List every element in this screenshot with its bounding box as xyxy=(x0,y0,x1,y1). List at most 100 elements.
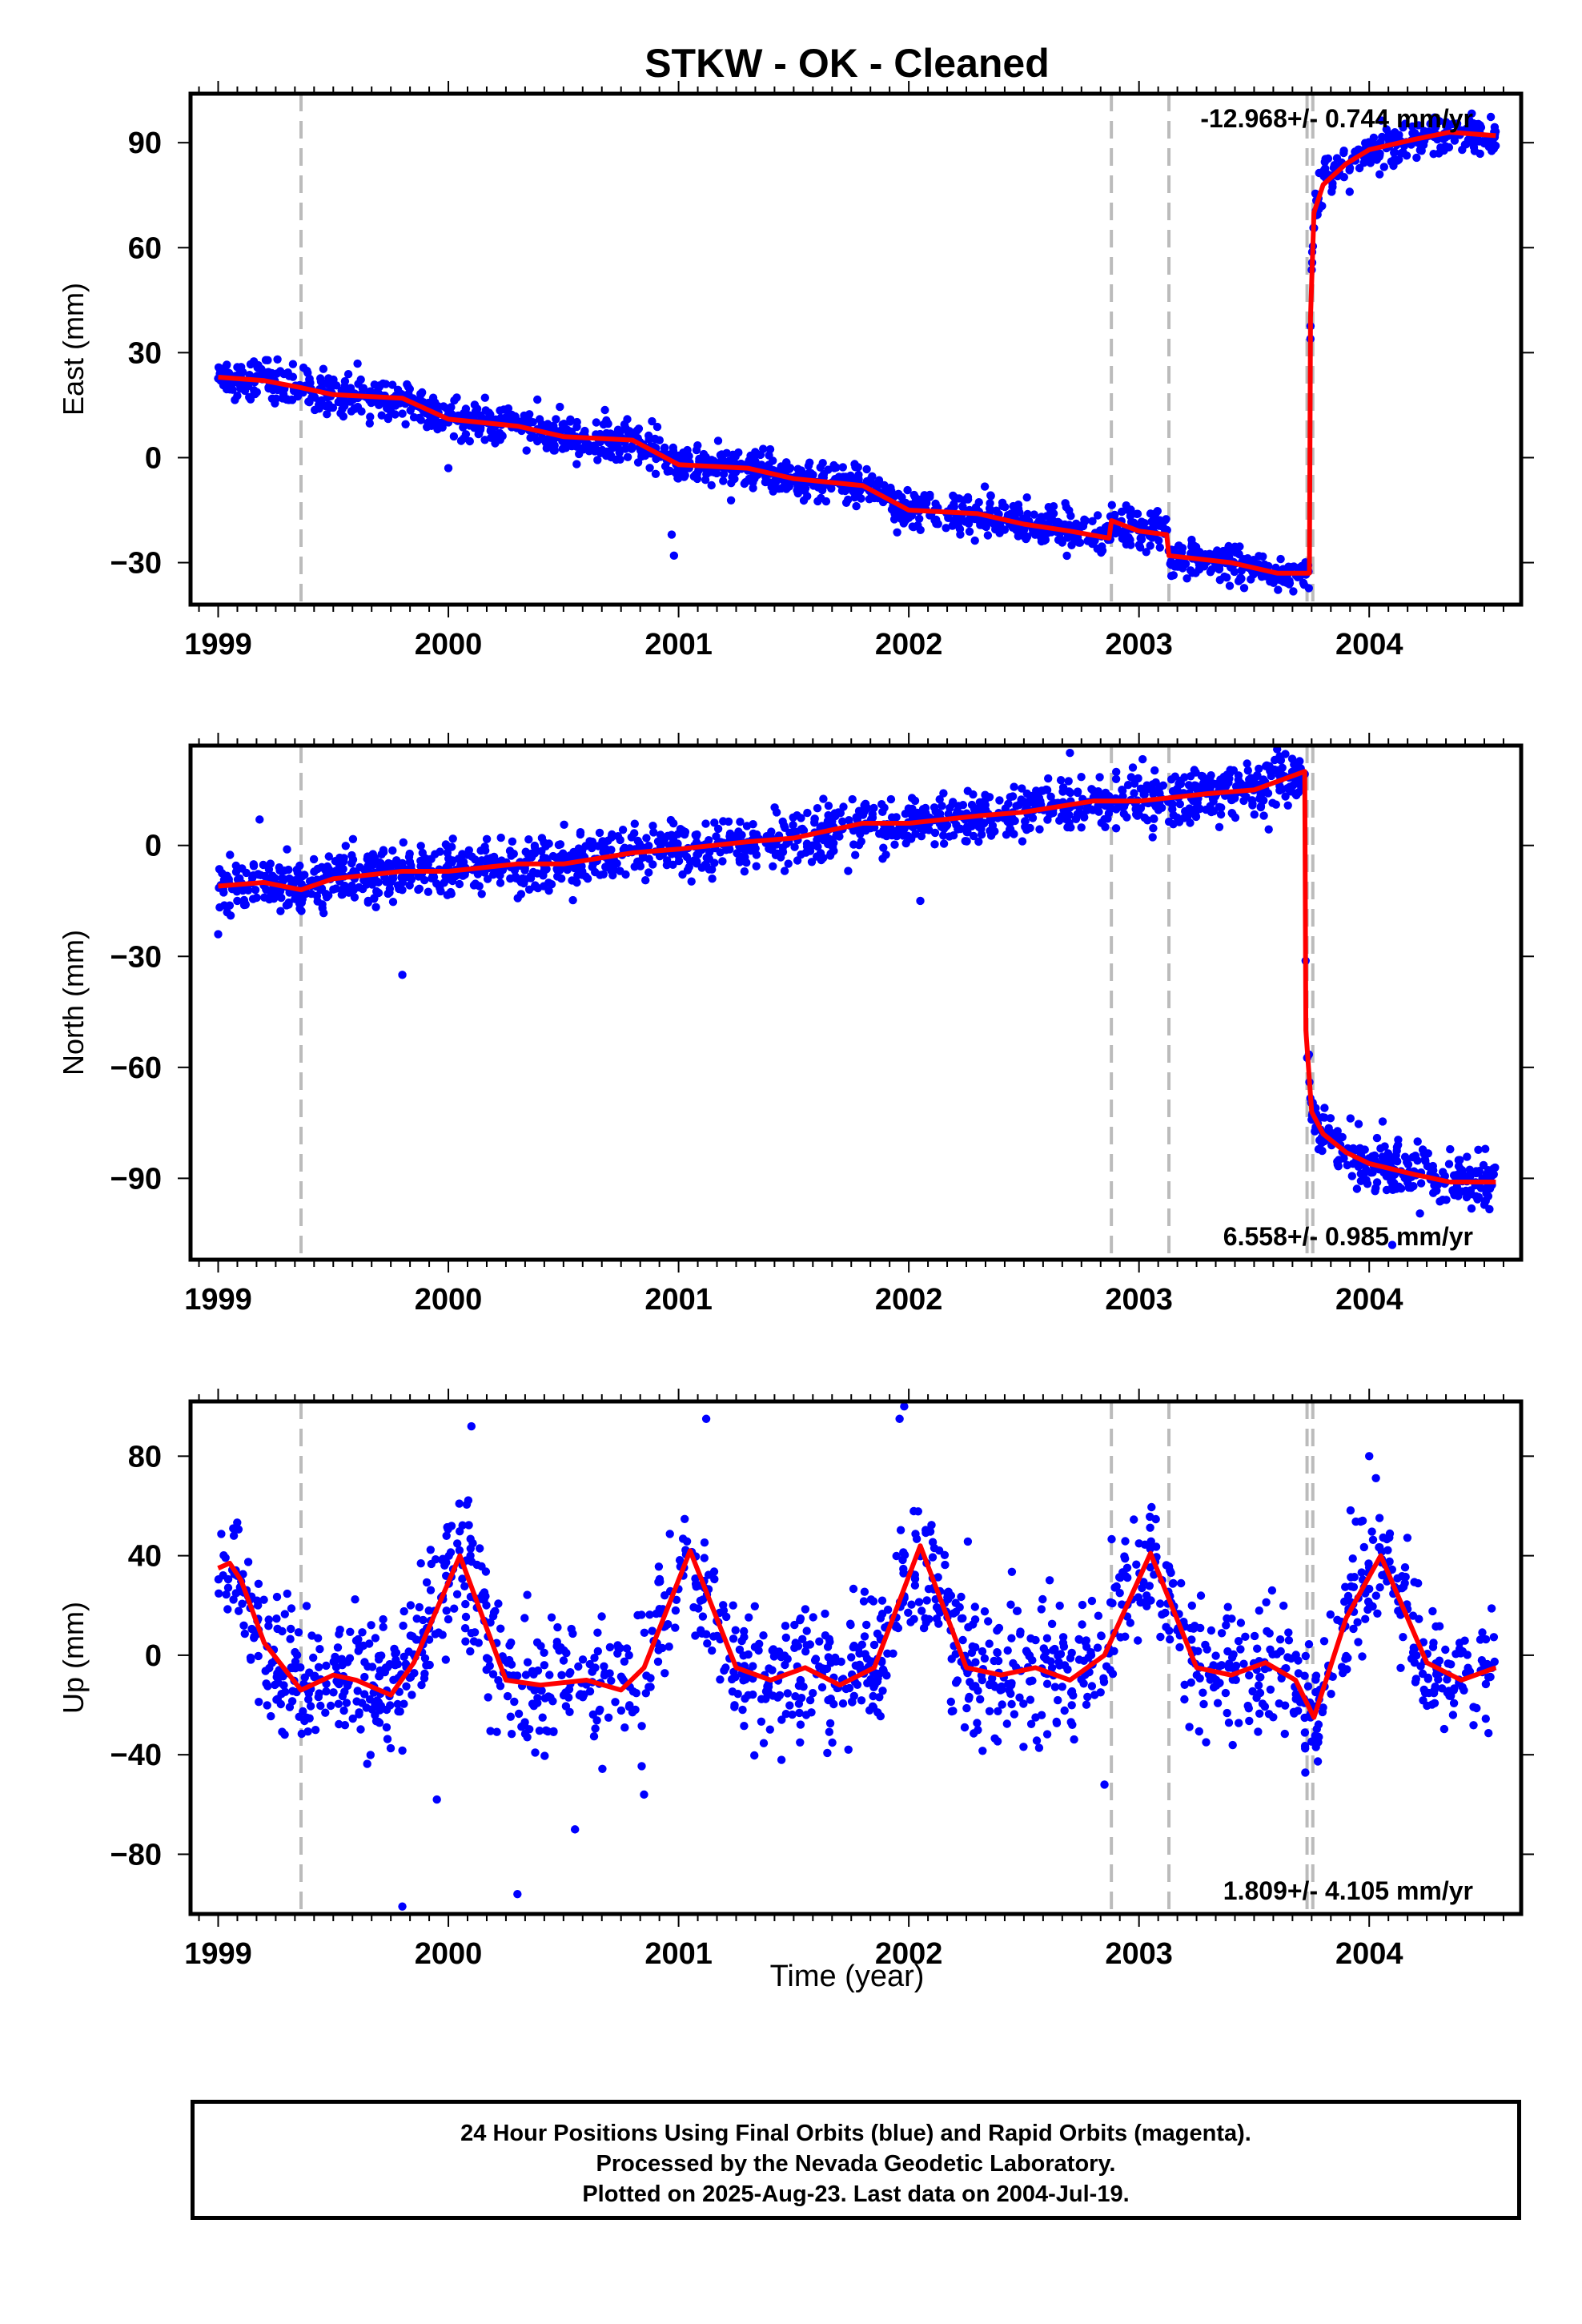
data-point xyxy=(1283,801,1292,810)
data-point xyxy=(1364,1559,1373,1568)
data-point xyxy=(1250,810,1259,819)
data-point xyxy=(492,1727,501,1736)
data-point xyxy=(757,1695,766,1703)
data-point xyxy=(309,854,319,864)
data-point xyxy=(1484,1729,1493,1738)
data-point xyxy=(844,866,853,875)
data-point xyxy=(1430,113,1439,122)
data-point xyxy=(398,858,407,868)
data-point xyxy=(1078,521,1088,531)
data-point xyxy=(370,895,379,903)
data-point xyxy=(852,501,861,511)
data-point xyxy=(513,894,522,903)
data-point xyxy=(1135,543,1145,552)
data-point xyxy=(1269,1713,1278,1722)
data-point xyxy=(965,515,974,524)
data-point xyxy=(1146,1537,1155,1546)
x-tick-label: 2002 xyxy=(875,628,943,661)
data-point xyxy=(438,423,447,432)
data-point xyxy=(1408,1611,1418,1620)
data-point xyxy=(1154,536,1163,545)
data-point xyxy=(1134,1593,1143,1602)
data-point xyxy=(1195,1727,1204,1736)
data-point xyxy=(1320,1104,1329,1112)
data-point xyxy=(775,1691,785,1700)
data-point xyxy=(348,1714,357,1723)
data-point xyxy=(781,1710,790,1719)
data-point xyxy=(737,1636,746,1646)
data-point xyxy=(585,837,594,846)
data-point xyxy=(1234,1637,1243,1646)
data-point xyxy=(307,1631,316,1640)
data-point xyxy=(1010,1710,1019,1719)
data-point xyxy=(431,850,440,858)
data-point xyxy=(667,830,676,839)
data-point xyxy=(1271,766,1281,775)
data-point xyxy=(930,840,939,849)
data-point xyxy=(533,395,542,404)
data-point xyxy=(901,516,910,525)
data-point xyxy=(262,1679,271,1688)
data-point xyxy=(1115,1589,1124,1598)
data-point xyxy=(839,472,848,481)
data-point xyxy=(377,411,386,420)
data-point xyxy=(259,1595,268,1604)
data-point xyxy=(939,789,948,798)
data-point xyxy=(655,436,664,444)
data-point xyxy=(824,816,833,826)
data-point xyxy=(350,404,359,413)
data-point xyxy=(761,477,770,487)
data-point xyxy=(790,1620,799,1630)
data-point xyxy=(1346,1114,1355,1123)
data-point xyxy=(589,1732,599,1741)
data-point xyxy=(405,849,414,858)
data-point xyxy=(568,895,577,905)
data-point xyxy=(827,484,836,493)
data-point xyxy=(1487,1604,1496,1613)
data-point xyxy=(1112,767,1121,777)
data-point xyxy=(1403,1157,1411,1167)
data-point xyxy=(713,436,723,445)
data-point xyxy=(563,865,572,875)
data-point xyxy=(1121,1537,1130,1546)
data-point xyxy=(1093,511,1102,520)
data-point xyxy=(819,794,828,803)
data-point xyxy=(470,423,479,432)
data-point xyxy=(965,527,974,536)
data-point xyxy=(890,840,899,849)
data-point xyxy=(1436,143,1445,152)
data-point xyxy=(480,393,489,402)
data-point xyxy=(1356,1517,1365,1526)
data-point xyxy=(977,830,986,839)
data-point xyxy=(442,404,451,412)
data-point xyxy=(1133,811,1142,820)
data-point xyxy=(395,884,404,894)
data-point xyxy=(1319,171,1328,181)
data-point xyxy=(1063,822,1072,832)
data-point xyxy=(450,1604,459,1613)
data-point xyxy=(238,1599,247,1608)
data-point xyxy=(272,1592,282,1602)
data-point xyxy=(986,499,994,508)
data-point xyxy=(1180,1680,1189,1689)
data-point xyxy=(343,370,353,379)
data-point xyxy=(736,817,745,826)
data-point xyxy=(1354,1120,1363,1128)
data-point xyxy=(521,847,530,856)
data-point xyxy=(358,1628,367,1637)
data-point xyxy=(849,1691,859,1700)
data-point xyxy=(484,1655,493,1664)
data-point xyxy=(880,803,889,812)
data-point xyxy=(476,1544,484,1553)
data-point xyxy=(342,1699,351,1707)
data-point xyxy=(1146,1523,1154,1532)
data-point xyxy=(1404,1183,1413,1192)
data-point xyxy=(1439,1168,1447,1176)
data-point xyxy=(887,505,897,514)
data-point xyxy=(467,1629,476,1638)
data-point xyxy=(1146,1512,1154,1522)
data-point xyxy=(409,412,419,422)
y-axis-label: East (mm) xyxy=(57,283,90,416)
data-point xyxy=(400,1652,408,1661)
data-point xyxy=(1311,1675,1320,1684)
